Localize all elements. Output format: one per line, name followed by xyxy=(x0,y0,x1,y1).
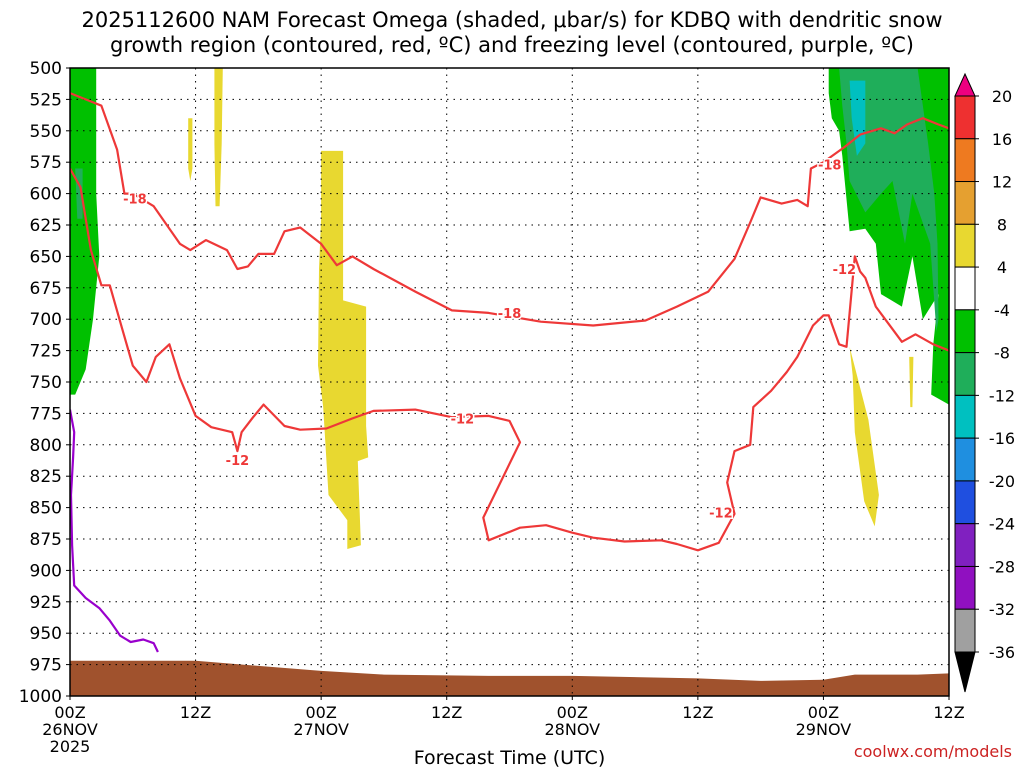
colorbar-label-13: -36 xyxy=(989,643,1015,662)
x-tick-label-2-1: 00Z xyxy=(305,703,336,722)
y-tick-label-1000: 1000 xyxy=(19,687,62,707)
colorbar-bottom-arrow xyxy=(954,651,976,693)
contour-label-dgz-mid-m12-label: -12 xyxy=(451,412,475,427)
y-tick-label-625: 625 xyxy=(30,216,62,236)
y-tick-label-900: 900 xyxy=(30,561,62,581)
y-tick-label-800: 800 xyxy=(30,436,62,456)
colorbar-label-7: -12 xyxy=(989,386,1015,405)
y-tick-label-975: 975 xyxy=(30,656,62,676)
colorbar-box-12 xyxy=(954,608,976,653)
x-tick-label-0-3: 2025 xyxy=(50,737,91,756)
colorbar-box-8 xyxy=(954,437,976,482)
colorbar-box-9 xyxy=(954,480,976,525)
y-tick-label-600: 600 xyxy=(30,185,62,205)
y-tick-label-950: 950 xyxy=(30,624,62,644)
colorbar-label-1: 16 xyxy=(992,130,1012,149)
y-tick-label-850: 850 xyxy=(30,499,62,519)
y-tick-label-725: 725 xyxy=(30,342,62,362)
colorbar-box-5 xyxy=(954,309,976,354)
y-tick-label-750: 750 xyxy=(30,373,62,393)
colorbar-label-3: 8 xyxy=(997,215,1007,234)
x-tick-label-3-1: 12Z xyxy=(431,703,462,722)
x-tick-label-7-1: 12Z xyxy=(933,703,964,722)
y-tick-label-700: 700 xyxy=(30,310,62,330)
contour-dgz-left-m18 xyxy=(70,92,949,327)
colorbar-box-10 xyxy=(954,523,976,567)
colorbar-box-2 xyxy=(954,181,976,225)
colorbar-top-arrow xyxy=(954,72,976,97)
colorbar-label-11: -28 xyxy=(989,557,1015,576)
contour-label-dgz-right2-m12-label: -12 xyxy=(833,263,857,278)
y-tick-label-650: 650 xyxy=(30,247,62,267)
colorbar-box-6 xyxy=(954,352,976,396)
y-tick-label-925: 925 xyxy=(30,593,62,613)
x-tick-label-4-2: 28NOV xyxy=(544,720,600,739)
credit-text: coolwx.com/models xyxy=(853,742,1012,761)
x-tick-label-0-2: 26NOV xyxy=(42,720,98,739)
contour-label-dgz-left-m18: -18 xyxy=(123,193,147,208)
x-tick-label-0-1: 00Z xyxy=(54,703,85,722)
colorbar-label-10: -24 xyxy=(989,515,1015,534)
colorbar-label-8: -16 xyxy=(989,429,1015,448)
terrain-fill xyxy=(70,660,949,696)
colorbar-label-5: -4 xyxy=(994,301,1010,320)
omega-shade-cyan-right xyxy=(849,80,866,156)
x-tick-label-6-1: 00Z xyxy=(808,703,839,722)
chart-title-line2: growth region (contoured, red, ºC) and f… xyxy=(110,33,914,57)
x-axis-title: Forecast Time (UTC) xyxy=(414,747,605,768)
contour-freezing-level xyxy=(70,409,159,653)
x-tick-label-6-2: 29NOV xyxy=(796,720,852,739)
colorbar-label-0: 20 xyxy=(992,87,1012,106)
contour-dgz-left-m12 xyxy=(70,167,949,552)
colorbar-label-9: -20 xyxy=(989,472,1015,491)
x-tick-label-1-1: 12Z xyxy=(180,703,211,722)
chart-title-line1: 2025112600 NAM Forecast Omega (shaded, μ… xyxy=(81,8,943,32)
colorbar-box-7 xyxy=(954,394,976,439)
contour-label-dgz-mid-m18-label: -18 xyxy=(498,307,522,322)
y-tick-label-525: 525 xyxy=(30,90,62,110)
y-tick-label-675: 675 xyxy=(30,279,62,299)
colorbar-box-3 xyxy=(954,223,976,268)
colorbar-box-0 xyxy=(954,95,976,140)
y-tick-label-825: 825 xyxy=(30,467,62,487)
y-tick-label-550: 550 xyxy=(30,122,62,142)
omega-shade-yellow-thin-2 xyxy=(188,118,193,181)
omega-shade-yellow-thin-1 xyxy=(214,68,223,207)
omega-shade-green-left xyxy=(70,68,100,395)
contour-label-dgz-left-m12: -12 xyxy=(226,454,250,469)
contour-label-dgz-right-m12-label: -12 xyxy=(709,507,733,522)
colorbar-box-4 xyxy=(954,266,976,311)
omega-shade-yellow-right xyxy=(849,346,879,527)
colorbar-label-2: 12 xyxy=(992,173,1012,192)
colorbar-label-6: -8 xyxy=(994,344,1010,363)
y-tick-label-575: 575 xyxy=(30,153,62,173)
contour-label-dgz-right-m18-label: -18 xyxy=(818,159,842,174)
colorbar-label-12: -32 xyxy=(989,600,1015,619)
y-tick-label-500: 500 xyxy=(30,59,62,79)
colorbar-label-4: 4 xyxy=(997,258,1007,277)
x-tick-label-5-1: 12Z xyxy=(682,703,713,722)
colorbar-box-1 xyxy=(954,138,976,183)
colorbar-box-11 xyxy=(954,565,976,610)
y-tick-label-775: 775 xyxy=(30,404,62,424)
x-tick-label-4-1: 00Z xyxy=(557,703,588,722)
omega-shade-yellow-sliver xyxy=(909,356,914,408)
y-tick-label-875: 875 xyxy=(30,530,62,550)
omega-shade-yellow-col-a xyxy=(318,150,369,549)
x-tick-label-2-2: 27NOV xyxy=(293,720,349,739)
